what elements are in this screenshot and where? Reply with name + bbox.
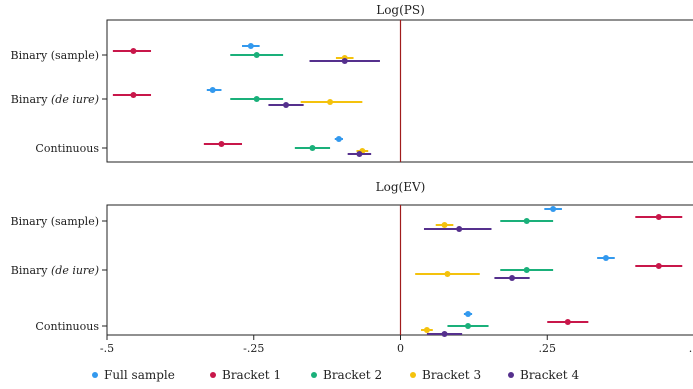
- point-estimate: [341, 58, 348, 64]
- point-estimate: [209, 87, 216, 93]
- legend-marker: [410, 372, 416, 378]
- panel-title: Log(EV): [376, 180, 426, 194]
- x-tick-label: .25: [539, 342, 557, 355]
- x-tick-label: -.25: [243, 342, 264, 355]
- category-label: Continuous: [35, 320, 99, 333]
- category-label: Binary (de iure): [11, 93, 99, 106]
- point-estimate: [655, 214, 662, 220]
- legend-marker: [508, 372, 514, 378]
- legend-label: Full sample: [104, 368, 175, 382]
- legend: Full sample Bracket 1 Bracket 2 Bracket 3 Br…: [92, 368, 579, 382]
- panel-log-ev: Log(EV) Binary (sample) Binary (de iure) Co…: [11, 180, 693, 355]
- point-estimate: [327, 99, 334, 105]
- point-estimate: [218, 141, 225, 147]
- category-label: Continuous: [35, 142, 99, 155]
- x-tick-label: 0: [397, 342, 404, 355]
- point-estimate: [523, 218, 530, 224]
- legend-marker: [311, 372, 317, 378]
- point-estimate: [423, 327, 430, 333]
- point-estimate: [456, 226, 463, 232]
- point-estimate: [309, 145, 316, 151]
- point-estimate: [509, 275, 516, 281]
- category-label: Binary (sample): [11, 215, 100, 228]
- point-estimate: [441, 331, 448, 337]
- legend-marker: [92, 372, 98, 378]
- point-estimate: [602, 255, 609, 261]
- point-estimate: [335, 136, 342, 142]
- category-label: Binary (sample): [11, 49, 100, 62]
- point-estimate: [655, 263, 662, 269]
- point-estimate: [253, 52, 260, 58]
- point-estimate: [465, 323, 472, 329]
- legend-label: Bracket 1: [222, 368, 281, 382]
- point-estimate: [564, 319, 571, 325]
- legend-label: Bracket 4: [520, 368, 579, 382]
- x-tick-label: .5: [689, 342, 693, 355]
- legend-marker: [210, 372, 216, 378]
- point-estimate: [247, 43, 254, 49]
- panel-log-ps: Log(PS) Binary (sample) Binary (de iure) Co…: [11, 3, 693, 163]
- legend-label: Bracket 2: [323, 368, 382, 382]
- point-estimate: [253, 96, 260, 102]
- legend-label: Bracket 3: [422, 368, 481, 382]
- panel-title: Log(PS): [376, 3, 425, 17]
- x-tick-label: -.5: [100, 342, 114, 355]
- point-estimate: [465, 311, 472, 317]
- point-estimate: [441, 222, 448, 228]
- point-estimate: [550, 206, 557, 212]
- point-estimate: [523, 267, 530, 273]
- category-label: Binary (de iure): [11, 264, 99, 277]
- point-estimate: [356, 151, 363, 157]
- point-estimate: [283, 102, 290, 108]
- point-estimate: [130, 92, 137, 98]
- point-estimate: [444, 271, 451, 277]
- point-estimate: [130, 48, 137, 54]
